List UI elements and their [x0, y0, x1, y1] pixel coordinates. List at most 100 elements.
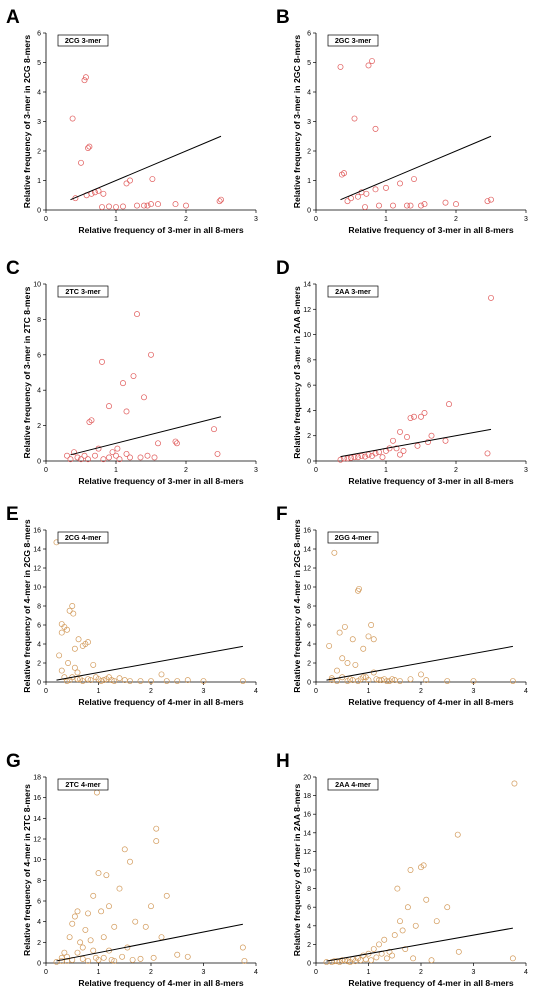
data-point — [116, 675, 123, 682]
y-tick-label: 2 — [307, 149, 311, 156]
data-point — [344, 198, 351, 205]
data-point — [348, 454, 354, 461]
data-point — [183, 202, 189, 209]
fit-line — [70, 416, 222, 456]
data-point — [349, 636, 356, 643]
data-point — [108, 677, 115, 684]
data-point — [113, 204, 119, 210]
data-point — [352, 661, 359, 668]
y-tick-label: 4 — [307, 90, 311, 97]
x-tick-label: 2 — [454, 467, 458, 474]
data-point — [372, 125, 379, 132]
y-tick-label: 1 — [307, 178, 311, 185]
data-point — [373, 954, 380, 961]
data-point — [425, 439, 431, 445]
data-point — [365, 62, 372, 69]
x-tick-label: 2 — [184, 467, 188, 474]
data-point — [470, 678, 477, 685]
panel-title: 2TC 4-mer — [65, 780, 100, 789]
data-point — [127, 177, 133, 184]
data-point — [87, 937, 94, 944]
x-tick-label: 3 — [472, 688, 476, 695]
data-point — [90, 661, 97, 668]
data-point — [88, 417, 95, 424]
data-point — [239, 678, 246, 685]
x-tick-label: 0 — [314, 216, 318, 223]
data-point — [390, 437, 396, 444]
y-tick-label: 16 — [33, 795, 41, 802]
data-point — [69, 115, 76, 122]
data-point — [323, 959, 330, 966]
y-tick-label: 6 — [37, 623, 41, 630]
data-point — [79, 944, 86, 951]
data-point — [120, 203, 126, 210]
fit-line — [70, 135, 222, 201]
data-point — [370, 669, 377, 676]
fit-line — [340, 135, 492, 201]
data-point — [58, 957, 65, 964]
data-point — [407, 202, 414, 209]
data-point — [90, 947, 97, 954]
data-point — [127, 858, 133, 865]
y-tick-label: 6 — [37, 31, 41, 38]
data-point — [428, 957, 435, 964]
fit-line — [326, 645, 513, 681]
panel-letter: B — [276, 7, 290, 28]
y-tick-label: 14 — [303, 547, 311, 554]
y-tick-label: 4 — [37, 919, 41, 926]
panel-letter: A — [6, 7, 20, 28]
data-point — [363, 190, 370, 197]
data-point — [111, 957, 118, 964]
x-tick-label: 0 — [44, 216, 48, 223]
data-point — [123, 408, 130, 415]
x-tick-label: 3 — [254, 216, 258, 223]
panel-title: 2TC 3-mer — [65, 287, 100, 296]
data-point — [137, 955, 144, 962]
data-point — [336, 959, 343, 966]
data-point — [339, 655, 346, 662]
data-point — [404, 434, 410, 440]
data-point — [163, 892, 170, 899]
data-point — [404, 904, 411, 911]
data-point — [218, 196, 224, 203]
data-point — [418, 413, 424, 420]
panel-letter: F — [276, 504, 288, 525]
data-point — [106, 203, 112, 210]
data-point — [100, 190, 107, 197]
panel-title-box — [57, 531, 109, 544]
data-point — [155, 440, 161, 447]
data-point — [355, 193, 361, 200]
x-tick-label: 0 — [314, 467, 318, 474]
data-point — [113, 452, 119, 459]
y-tick-label: 10 — [303, 332, 311, 339]
data-point — [337, 456, 344, 463]
y-tick-label: 1 — [37, 178, 41, 185]
data-point — [86, 143, 93, 150]
data-point — [365, 677, 372, 684]
data-point — [404, 202, 410, 209]
data-point — [383, 955, 390, 962]
data-point — [130, 373, 137, 379]
data-point — [360, 674, 367, 681]
data-point — [362, 204, 368, 210]
data-point — [150, 954, 157, 961]
axes — [315, 530, 526, 683]
data-point — [148, 351, 154, 358]
data-point — [200, 678, 207, 685]
data-point — [148, 201, 154, 208]
panel-b: B 0 1 2 3 0 1 2 3 4 5 6 Relative frequency of 3-mer … — [276, 7, 528, 235]
data-point — [370, 636, 377, 643]
data-point — [137, 454, 144, 461]
y-tick-label: 2 — [37, 149, 41, 156]
y-tick-label: 18 — [33, 775, 41, 782]
data-point — [433, 918, 440, 925]
data-point — [442, 199, 449, 206]
data-point — [411, 413, 417, 420]
panel-title-box — [327, 531, 379, 544]
panel-title: 2AA 4-mer — [335, 780, 371, 789]
data-point — [369, 58, 375, 64]
y-tick-label: 3 — [307, 119, 311, 126]
data-point — [123, 450, 130, 457]
data-point — [127, 678, 133, 685]
